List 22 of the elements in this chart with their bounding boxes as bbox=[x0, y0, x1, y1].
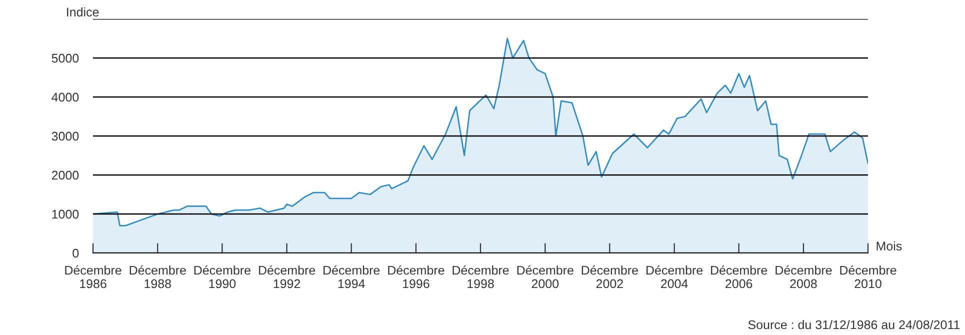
source-note: Source : du 31/12/1986 au 24/08/2011 bbox=[748, 320, 960, 330]
y-tick-label: 0 bbox=[72, 248, 79, 258]
x-tick-label: Décembre 1996 bbox=[388, 265, 444, 288]
x-tick-label: Décembre 1994 bbox=[324, 265, 380, 288]
x-tick-label: Décembre 2004 bbox=[646, 265, 703, 288]
y-tick-label: 4000 bbox=[52, 92, 79, 102]
x-tick-label: Décembre 1986 bbox=[65, 265, 122, 288]
x-tick-label: Décembre 1988 bbox=[130, 265, 186, 288]
y-tick-label: 1000 bbox=[52, 210, 79, 219]
y-tick-label: 5000 bbox=[52, 54, 79, 63]
x-tick-label: Décembre 2002 bbox=[582, 265, 638, 288]
x-tick-label: Décembre 2010 bbox=[840, 265, 896, 288]
x-tick-label: Décembre 1992 bbox=[258, 265, 316, 288]
y-axis-title: Indice bbox=[67, 7, 99, 17]
x-axis-title: Mois bbox=[876, 241, 902, 251]
x-tick-label: Décembre 2008 bbox=[776, 265, 832, 288]
y-tick-label: 3000 bbox=[52, 132, 79, 141]
x-tick-label: Décembre 2006 bbox=[711, 265, 768, 288]
y-tick-label: 2000 bbox=[52, 170, 79, 180]
x-tick-label: Décembre 1998 bbox=[452, 265, 509, 288]
x-tick-label: Décembre 1990 bbox=[194, 265, 250, 288]
x-tick-label: Décembre 2000 bbox=[517, 265, 574, 288]
